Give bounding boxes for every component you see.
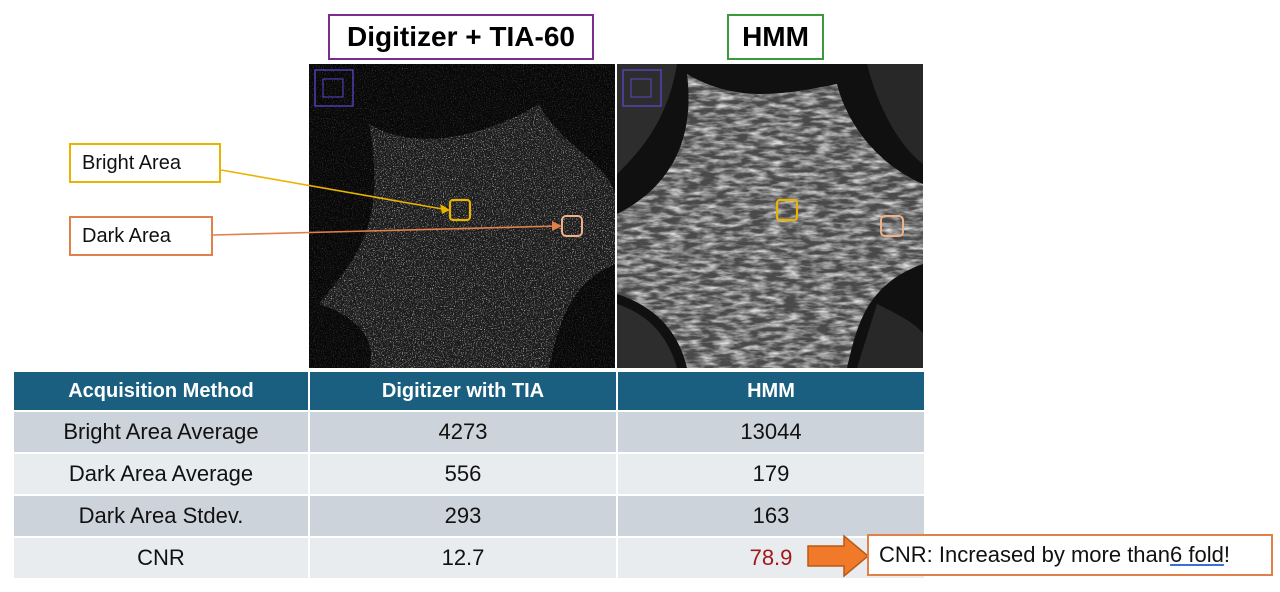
header-digitizer-tia: Digitizer with TIA — [310, 372, 618, 410]
cnr-note-fold: 6 fold — [1170, 542, 1224, 567]
roi-inner-box — [322, 78, 344, 98]
image-digitizer-tia — [309, 64, 615, 368]
cell-digitizer: 4273 — [310, 410, 618, 452]
right-arrow-icon — [807, 534, 870, 578]
cnr-note: CNR: Increased by more than 6 fold ! — [867, 534, 1273, 576]
title-hmm: HMM — [727, 14, 824, 60]
table-row: Dark Area Stdev. 293 163 — [14, 494, 926, 536]
row-label: CNR — [14, 536, 310, 578]
cell-hmm: 13044 — [618, 410, 926, 452]
header-hmm: HMM — [618, 372, 926, 410]
table-header-row: Acquisition Method Digitizer with TIA HM… — [14, 372, 926, 410]
title-digitizer-tia: Digitizer + TIA-60 — [328, 14, 594, 60]
table-row: Bright Area Average 4273 13044 — [14, 410, 926, 452]
header-acquisition-method: Acquisition Method — [14, 372, 310, 410]
roi-outer-box — [314, 69, 354, 107]
cell-hmm: 163 — [618, 494, 926, 536]
cnr-note-suffix: ! — [1223, 542, 1230, 567]
cell-hmm: 179 — [618, 452, 926, 494]
cell-digitizer: 12.7 — [310, 536, 618, 578]
microscopy-image-hmm — [617, 64, 923, 368]
roi-inner-box — [630, 78, 652, 98]
callout-bright-area: Bright Area — [69, 143, 221, 183]
row-label: Bright Area Average — [14, 410, 310, 452]
roi-outer-box — [622, 69, 662, 107]
row-label: Dark Area Average — [14, 452, 310, 494]
row-label: Dark Area Stdev. — [14, 494, 310, 536]
cell-digitizer: 293 — [310, 494, 618, 536]
microscopy-image-noisy — [309, 64, 615, 368]
table-row: Dark Area Average 556 179 — [14, 452, 926, 494]
table-row: CNR 12.7 78.9 — [14, 536, 926, 578]
cnr-note-prefix: CNR: Increased by more than — [879, 542, 1171, 567]
image-hmm — [617, 64, 923, 368]
cell-digitizer: 556 — [310, 452, 618, 494]
callout-dark-area: Dark Area — [69, 216, 213, 256]
results-table: Acquisition Method Digitizer with TIA HM… — [14, 372, 926, 578]
